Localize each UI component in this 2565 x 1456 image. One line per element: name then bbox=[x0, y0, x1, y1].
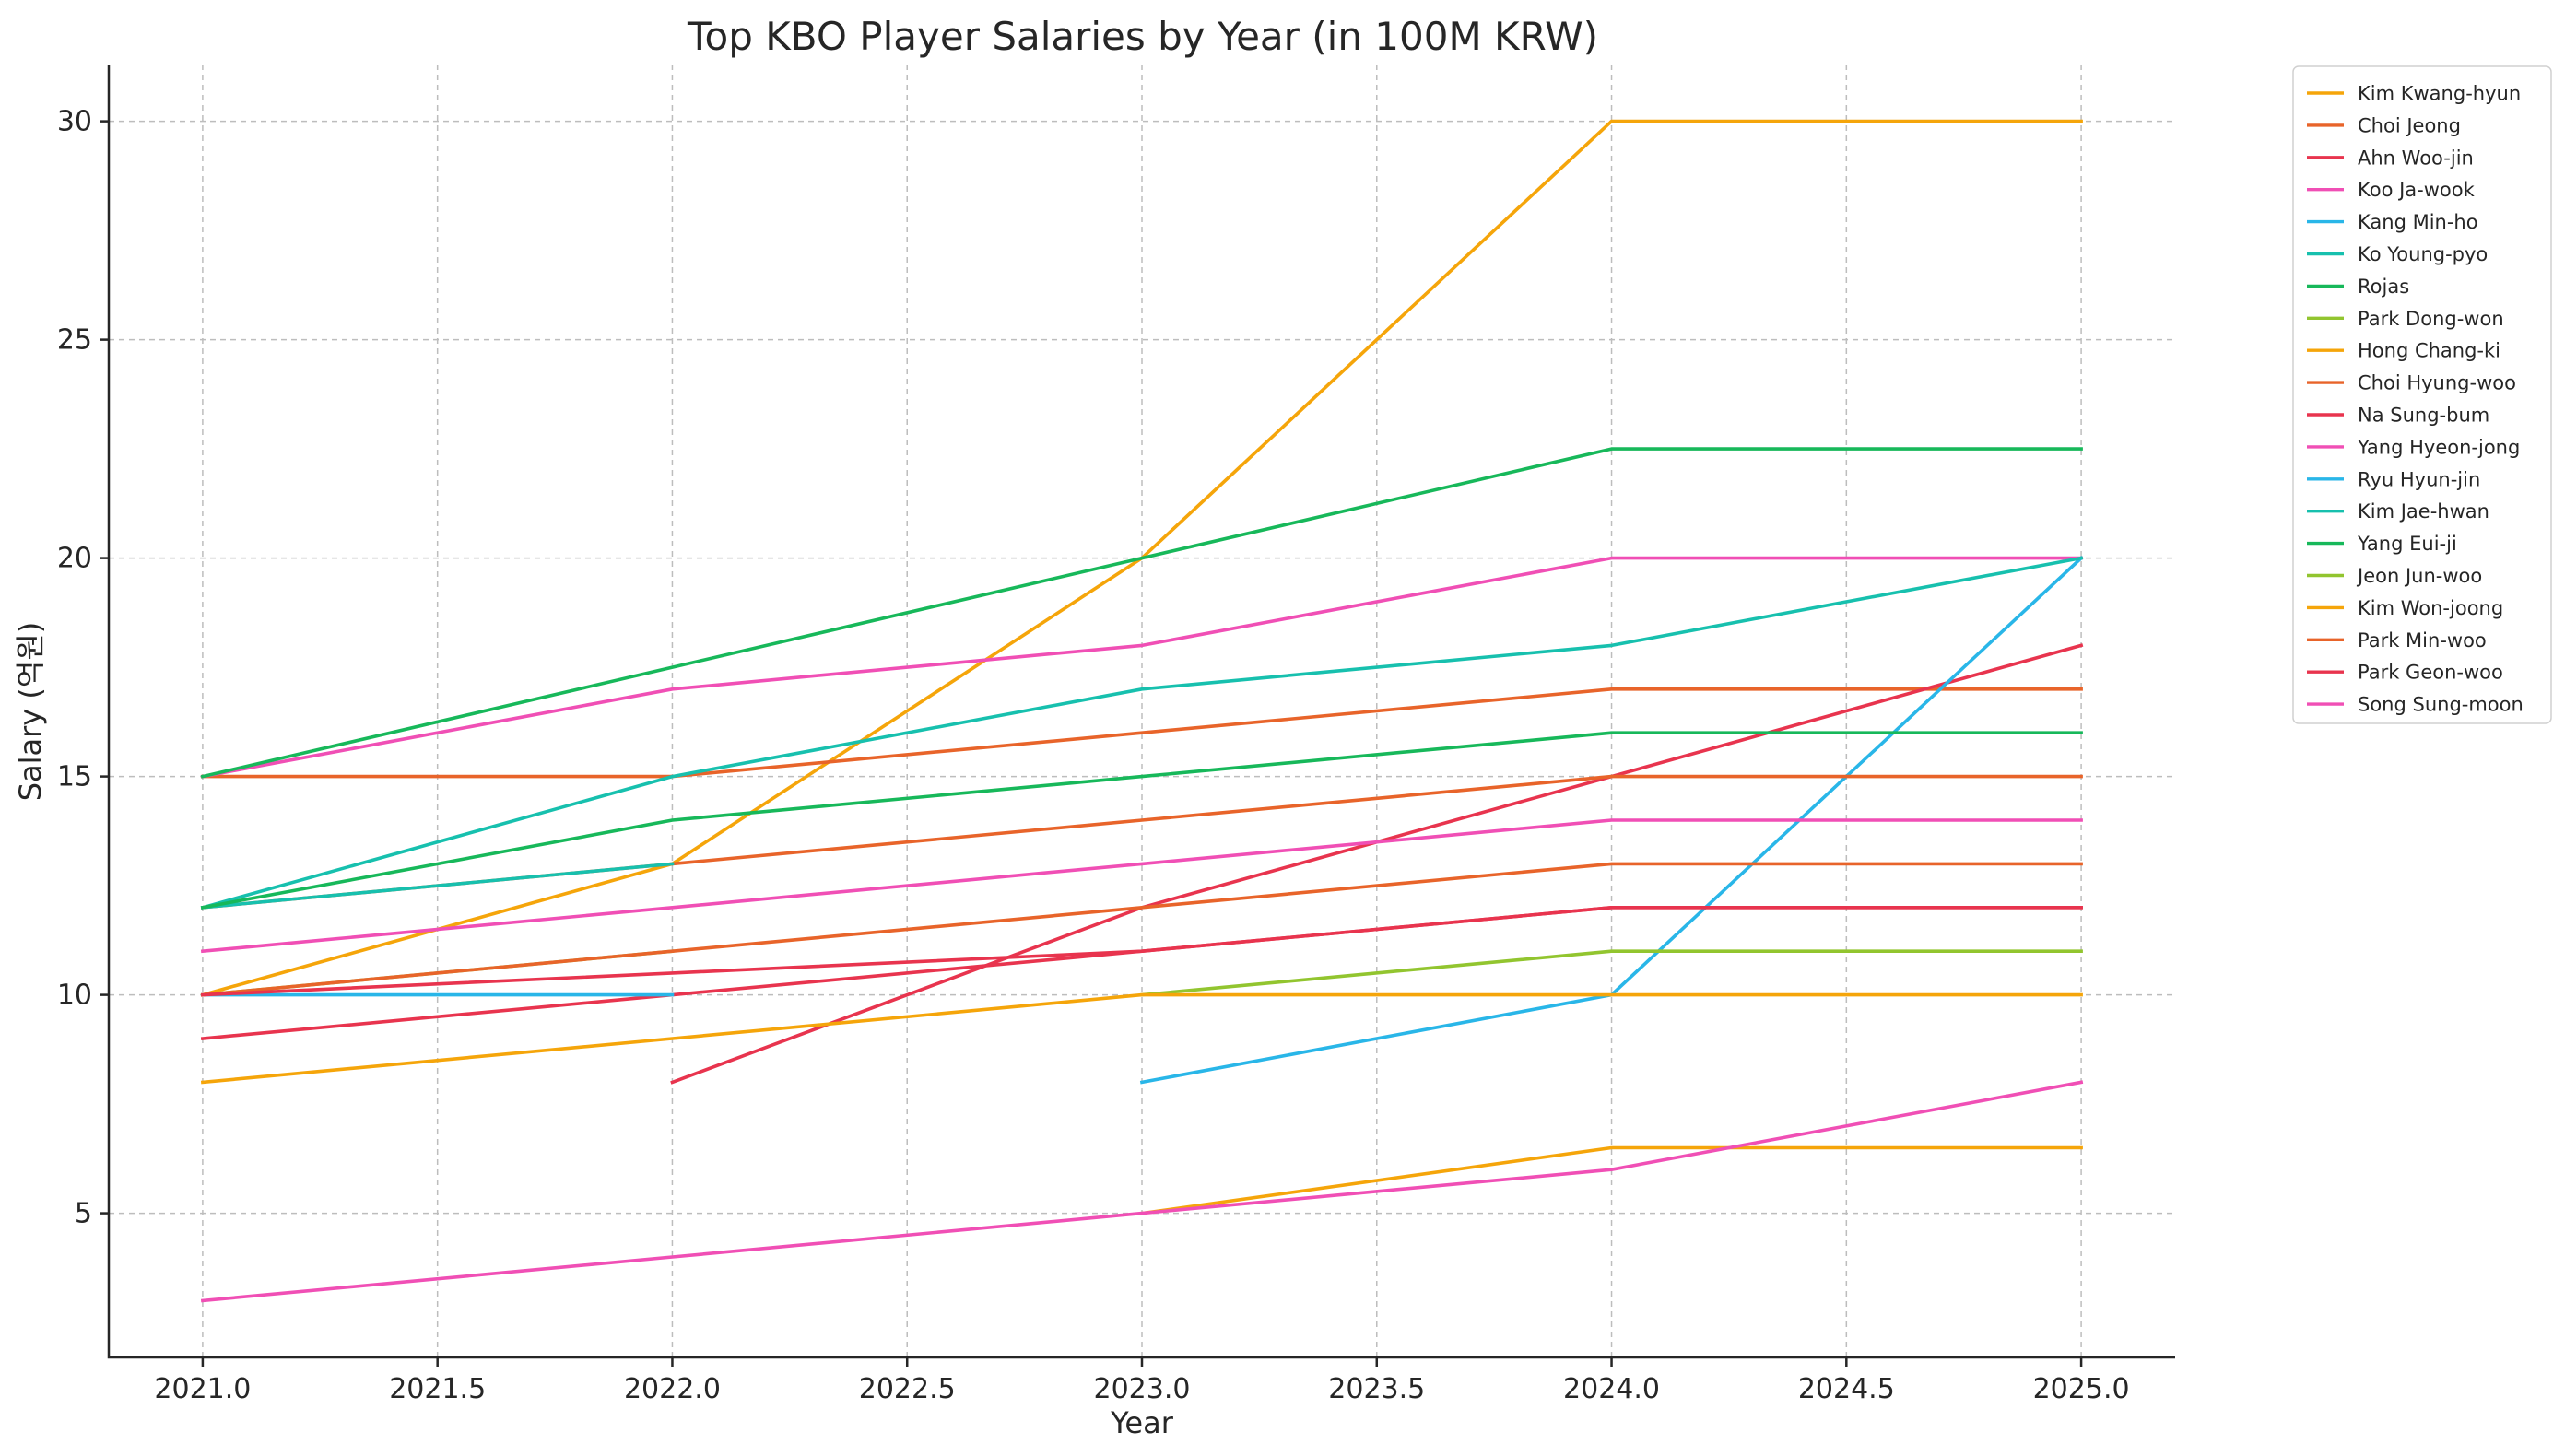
series-line bbox=[200, 556, 2083, 779]
y-tick-label: 5 bbox=[75, 1198, 92, 1230]
y-tick-label: 10 bbox=[57, 980, 92, 1012]
x-tick-label: 2024.0 bbox=[1563, 1373, 1660, 1405]
legend: Kim Kwang-hyun Choi Jeong Ahn Woo-jin Koo J… bbox=[2292, 65, 2552, 724]
series-line bbox=[201, 687, 2083, 779]
y-axis-label: Salary (억원) bbox=[13, 622, 48, 802]
x-axis-label: Year bbox=[1110, 1405, 1174, 1440]
legend-entry: Kang Min-ho bbox=[2358, 211, 2478, 233]
series-line bbox=[200, 862, 675, 910]
legend-entry: Rojas bbox=[2358, 276, 2409, 298]
y-tick-label: 20 bbox=[57, 543, 92, 575]
legend-entry: Park Dong-won bbox=[2358, 308, 2504, 330]
y-tick-label: 15 bbox=[57, 761, 92, 793]
x-tick-label: 2023.5 bbox=[1328, 1373, 1425, 1405]
legend-entry: Choi Hyung-woo bbox=[2358, 372, 2516, 394]
legend-entry: Jeon Jun-woo bbox=[2356, 565, 2482, 587]
x-tick-label: 2023.0 bbox=[1094, 1373, 1191, 1405]
legend-entry: Park Min-woo bbox=[2358, 629, 2487, 652]
legend-entry: Koo Ja-wook bbox=[2358, 179, 2476, 201]
legend-entry: Ryu Hyun-jin bbox=[2358, 468, 2480, 490]
legend-box bbox=[2292, 65, 2552, 724]
series-line bbox=[200, 1080, 2084, 1303]
x-axis-ticks: 2021.0 2021.5 2022.0 2022.5 2023.0 2023.5 2024… bbox=[154, 1357, 2130, 1405]
legend-entry: Song Sung-moon bbox=[2358, 694, 2524, 716]
y-tick-label: 25 bbox=[57, 324, 92, 357]
legend-entry: Kim Kwang-hyun bbox=[2358, 83, 2521, 105]
x-tick-label: 2021.0 bbox=[154, 1373, 251, 1405]
legend-entry: Kim Jae-hwan bbox=[2358, 500, 2489, 523]
x-tick-label: 2022.0 bbox=[624, 1373, 721, 1405]
legend-entry: Hong Chang-ki bbox=[2358, 340, 2500, 362]
legend-entry: Ko Young-pyo bbox=[2358, 243, 2488, 265]
series-line bbox=[200, 731, 2083, 910]
series-line bbox=[200, 818, 2083, 954]
series-line bbox=[200, 447, 2083, 779]
chart-title: Top KBO Player Salaries by Year (in 100M… bbox=[687, 14, 1598, 59]
series-line bbox=[200, 992, 2083, 1085]
series-lines bbox=[200, 119, 2084, 1303]
y-axis-ticks: 5 10 15 20 25 30 bbox=[57, 106, 109, 1230]
series-line bbox=[1140, 949, 2083, 997]
legend-entry: Yang Hyeon-jong bbox=[2357, 436, 2520, 458]
series-line bbox=[201, 905, 2083, 997]
x-tick-label: 2024.5 bbox=[1798, 1373, 1895, 1405]
legend-entry: Ahn Woo-jin bbox=[2358, 147, 2474, 169]
legend-entry: Na Sung-bum bbox=[2358, 405, 2489, 427]
y-tick-label: 30 bbox=[57, 106, 92, 138]
axes bbox=[107, 65, 2175, 1359]
x-tick-label: 2022.5 bbox=[859, 1373, 956, 1405]
x-tick-label: 2025.0 bbox=[2033, 1373, 2130, 1405]
plot-frame bbox=[107, 65, 2175, 1359]
legend-entry: Yang Eui-ji bbox=[2357, 533, 2457, 555]
grid bbox=[109, 65, 2175, 1357]
legend-entry: Park Geon-woo bbox=[2358, 662, 2503, 684]
series-line bbox=[200, 862, 2083, 997]
legend-entry: Choi Jeong bbox=[2358, 114, 2461, 136]
series-line bbox=[1139, 1145, 2083, 1215]
x-tick-label: 2021.5 bbox=[389, 1373, 486, 1405]
legend-entry: Kim Won-joong bbox=[2358, 597, 2503, 619]
series-line bbox=[200, 556, 2084, 910]
